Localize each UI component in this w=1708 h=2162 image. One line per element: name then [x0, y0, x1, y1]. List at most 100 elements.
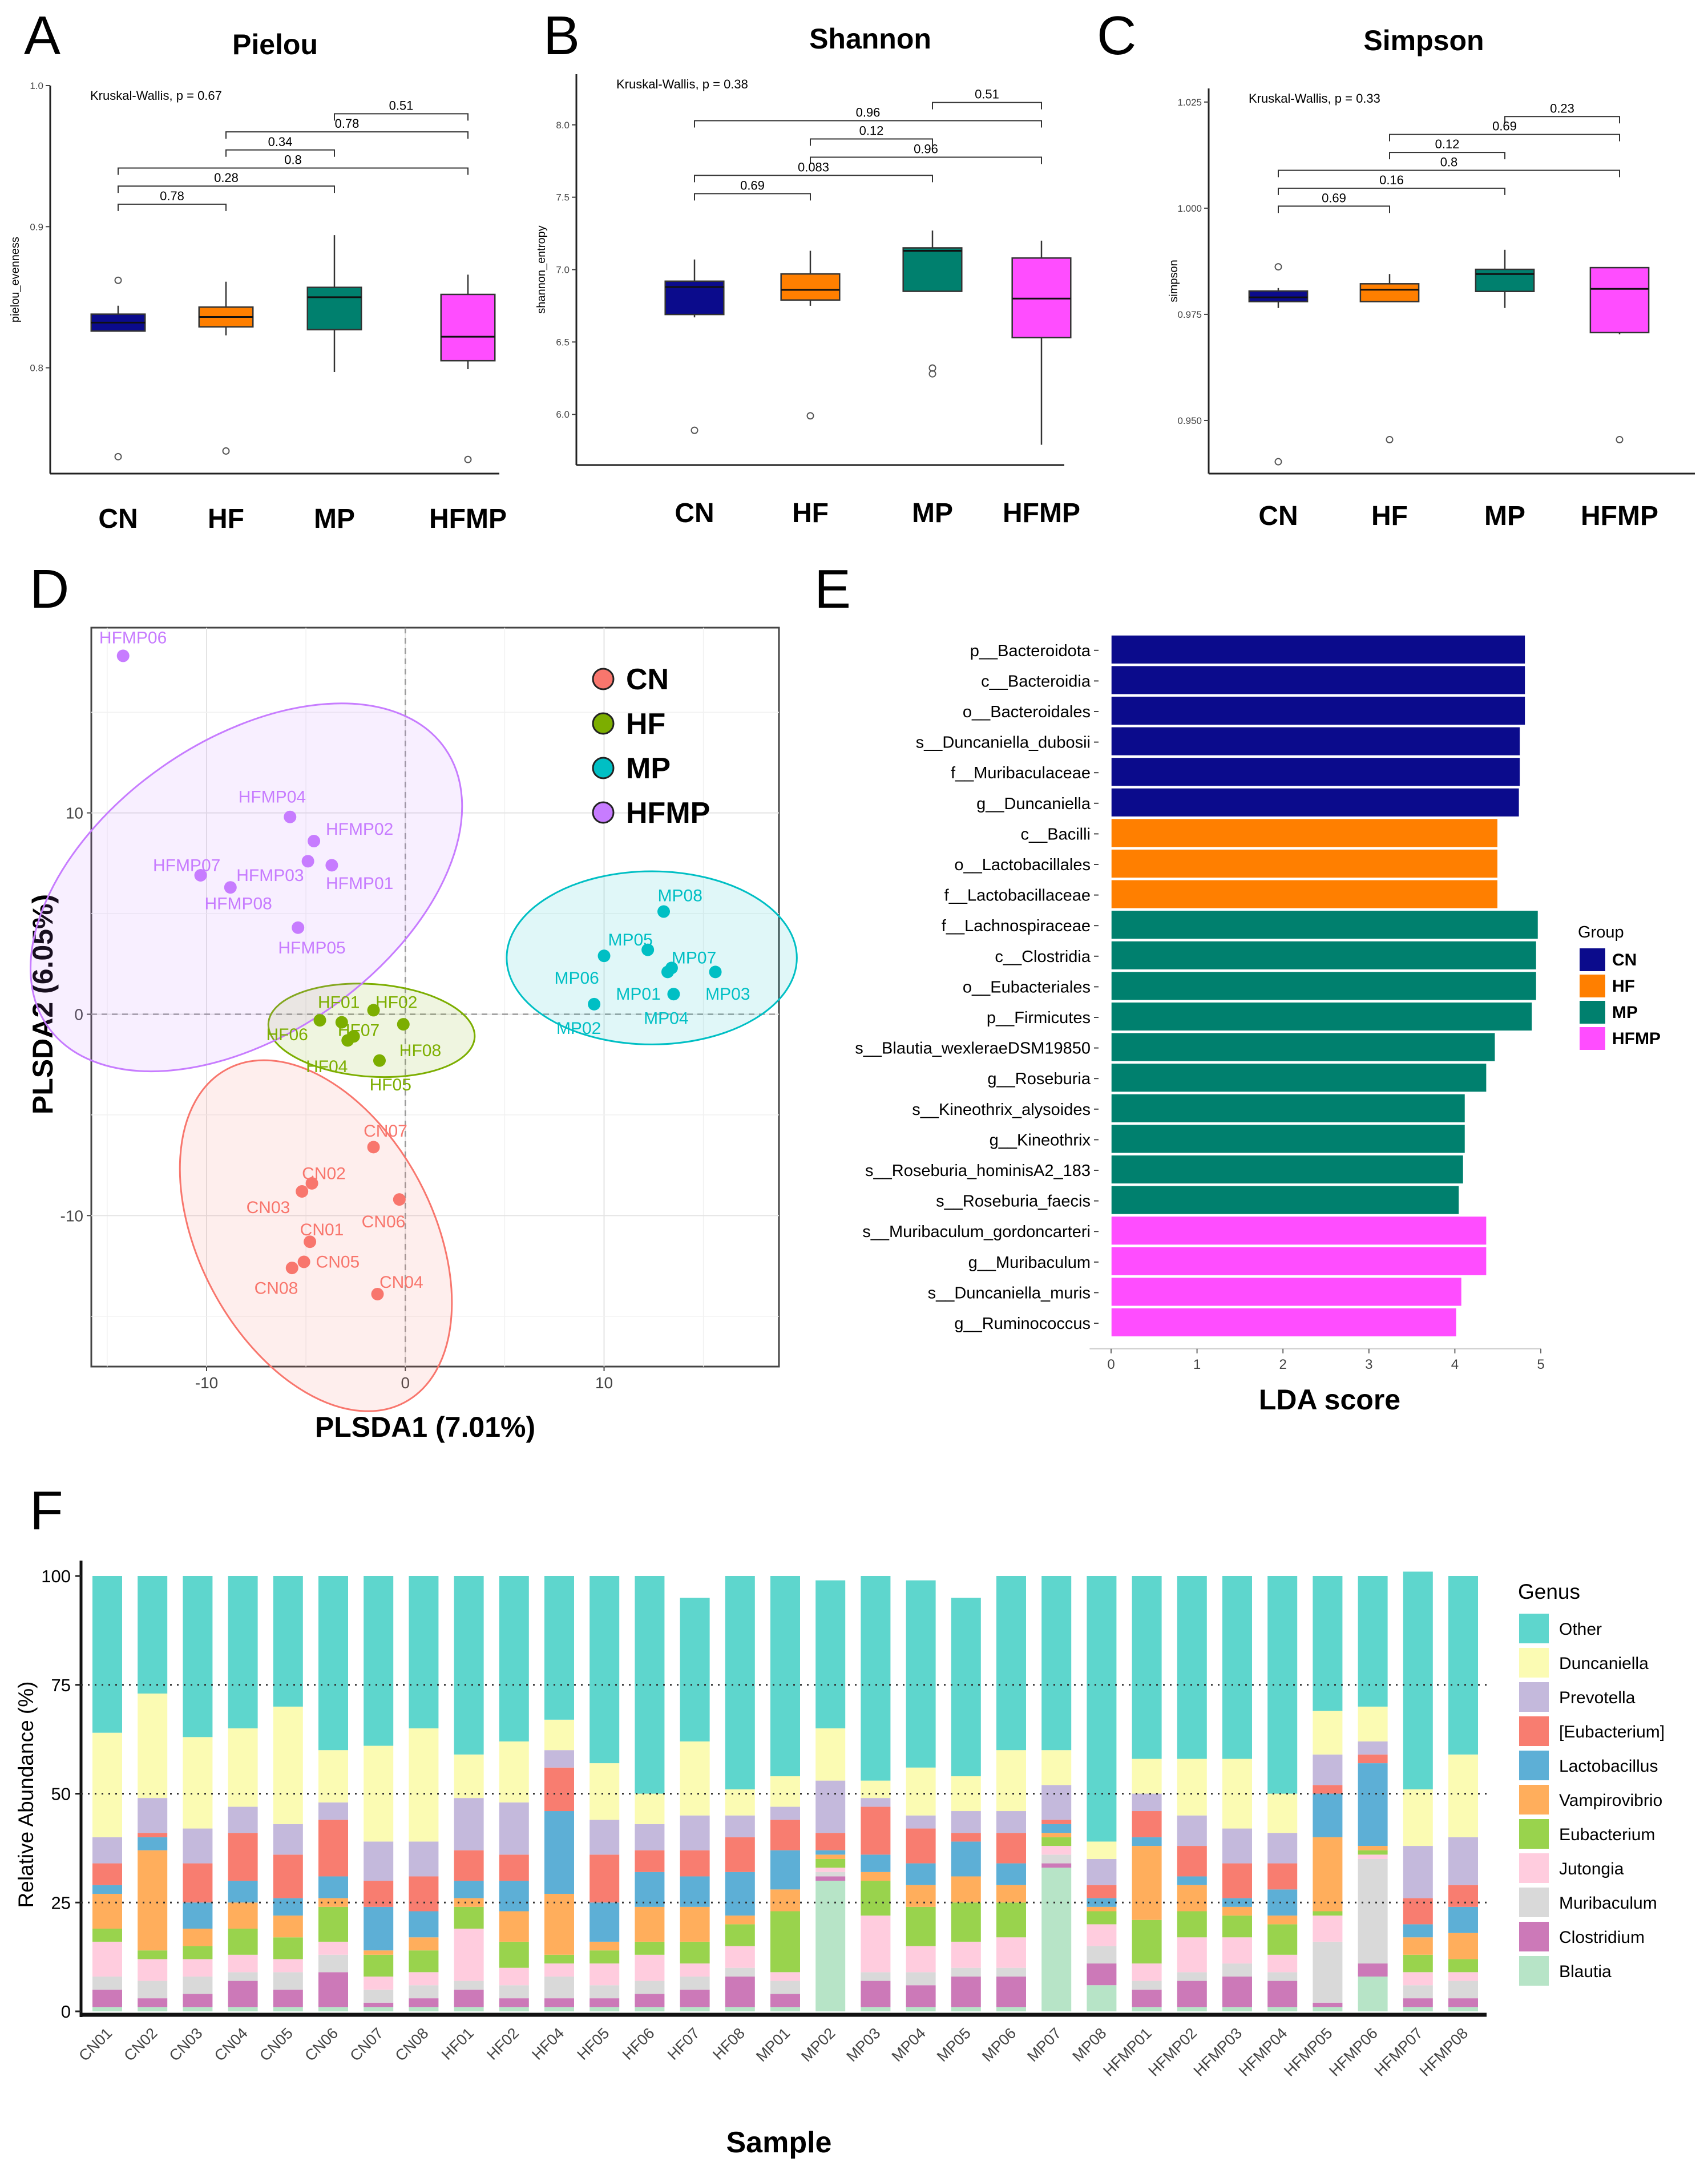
lda-bar-c-clostridia — [1111, 940, 1537, 971]
segment-jutongia-cn05 — [273, 1959, 303, 1973]
chart-title: Pielou — [232, 29, 318, 60]
segment-vampirovibrio-hf01 — [454, 1898, 484, 1907]
segment-lactobacillus-hf06 — [635, 1872, 665, 1907]
segment-vampirovibrio-hf08 — [725, 1916, 755, 1925]
comparison-p-value: 0.69 — [1322, 191, 1346, 205]
segment-eubacterium-mp07 — [1041, 1820, 1072, 1824]
segment-other-hfmp06 — [1358, 1576, 1388, 1707]
y-tick-label: 0 — [61, 2002, 71, 2022]
segment-other-hfmp01 — [1132, 1576, 1162, 1759]
sample-label-mp03: MP03 — [705, 985, 750, 1004]
segment-muribaculum-cn06 — [318, 1954, 348, 1973]
segment-lactobacillus-mp01 — [770, 1850, 800, 1890]
sample-point-mp06 — [597, 949, 611, 963]
segment-muribaculum-hf07 — [680, 1976, 710, 1990]
segment-prevotella-hfmp01 — [1132, 1793, 1162, 1812]
segment-prevotella-hfmp03 — [1222, 1828, 1252, 1864]
sample-point-hf02 — [367, 1004, 380, 1017]
lda-bar-f-lactobacillaceae — [1111, 879, 1499, 910]
segment-eubacterium-hf06 — [635, 1941, 665, 1955]
category-label-hf: HF — [792, 498, 829, 528]
outlier-point — [464, 455, 472, 463]
comparison-p-value: 0.12 — [1435, 137, 1460, 151]
segment-eubacterium-cn02 — [138, 1950, 168, 1959]
segment-eubacterium-cn06 — [318, 1820, 348, 1877]
segment-other-hfmp02 — [1177, 1576, 1207, 1759]
sample-point-hf04 — [341, 1034, 354, 1047]
segment-other-mp03 — [861, 1576, 891, 1781]
y-tick-label: 100 — [41, 1566, 71, 1586]
segment-other-hfmp04 — [1267, 1576, 1298, 1794]
lda-bar-g-muribaculum — [1111, 1246, 1487, 1276]
sample-label-hfmp08: HFMP08 — [205, 894, 272, 913]
segment-other-hfmp03 — [1222, 1576, 1252, 1759]
segment-clostridium-cn03 — [183, 1994, 213, 2007]
comparison-p-value: 0.8 — [284, 152, 302, 167]
segment-clostridium-hf05 — [589, 1998, 620, 2007]
outlier-point — [1274, 263, 1282, 271]
segment-clostridium-hfmp08 — [1448, 1998, 1478, 2007]
segment-lactobacillus-cn04 — [228, 1881, 258, 1903]
segment-muribaculum-mp04 — [906, 1972, 936, 1986]
lefse-lda-barchart: 0 1 2 3 4 5 LDA score p__Bacteroidota c__Bactero… — [855, 635, 1661, 1416]
segment-duncaniella-cn05 — [273, 1706, 303, 1824]
segment-duncaniella-hf06 — [635, 1793, 665, 1824]
legend-label-hfmp: HFMP — [626, 797, 710, 830]
segment-blautia-mp06 — [996, 2007, 1026, 2011]
sample-label-cn04: CN04 — [379, 1273, 423, 1292]
legend-label-muribaculum: Muribaculum — [1559, 1894, 1657, 1913]
segment-lactobacillus-hfmp04 — [1267, 1889, 1298, 1916]
segment-eubacterium-mp04 — [906, 1906, 936, 1946]
segment-prevotella-mp01 — [770, 1807, 800, 1820]
segment-eubacterium-hfmp04 — [1267, 1863, 1298, 1890]
segment-jutongia-hfmp01 — [1132, 1963, 1162, 1981]
taxon-label-s-blautia-wexleraedsm19850: s__Blautia_wexleraeDSM19850 — [855, 1040, 1091, 1058]
segment-clostridium-mp02 — [815, 1876, 846, 1881]
segment-other-cn03 — [183, 1576, 213, 1737]
segment-eubacterium-cn08 — [409, 1950, 439, 1973]
segment-lactobacillus-hfmp01 — [1132, 1837, 1162, 1846]
segment-jutongia-hfmp06 — [1358, 1854, 1388, 1859]
segment-blautia-hfmp03 — [1222, 2007, 1252, 2011]
segment-muribaculum-mp03 — [861, 1972, 891, 1981]
segment-prevotella-mp04 — [906, 1815, 936, 1829]
segment-duncaniella-cn07 — [364, 1745, 394, 1842]
segment-blautia-hfmp07 — [1403, 2007, 1433, 2011]
kruskal-wallis-label: Kruskal-Wallis, p = 0.67 — [90, 88, 222, 103]
comparison-bracket — [1278, 187, 1505, 195]
segment-jutongia-mp07 — [1041, 1846, 1072, 1855]
category-label-mp: MP — [1484, 501, 1525, 531]
legend-key-prevotella — [1519, 1682, 1549, 1712]
segment-other-cn08 — [409, 1576, 439, 1729]
taxon-label-o-eubacteriales: o__Eubacteriales — [963, 978, 1091, 996]
segment-eubacterium-cn06 — [318, 1906, 348, 1942]
segment-prevotella-mp07 — [1041, 1785, 1072, 1820]
sample-label-hfmp01: HFMP01 — [326, 874, 393, 893]
segment-eubacterium-cn07 — [364, 1881, 394, 1907]
segment-vampirovibrio-hfmp04 — [1267, 1916, 1298, 1925]
segment-eubacterium-cn01 — [92, 1929, 122, 1942]
confidence-ellipse-hf — [267, 983, 476, 1078]
y-axis-label: simpson — [1168, 260, 1180, 302]
segment-eubacterium-hf07 — [680, 1941, 710, 1964]
comparison-bracket — [118, 203, 227, 211]
legend-key-lactobacillus — [1519, 1751, 1549, 1780]
lda-bar-c-bacilli — [1111, 818, 1499, 848]
segment-duncaniella-hfmp06 — [1358, 1706, 1388, 1741]
y-tick-label: -10 — [60, 1207, 83, 1225]
segment-duncaniella-mp01 — [770, 1776, 800, 1807]
sample-label-hf02: HF02 — [375, 993, 417, 1012]
category-label-cn: CN — [1258, 501, 1298, 531]
box-mp — [306, 286, 362, 331]
lda-bar-c-bacteroidia — [1111, 665, 1526, 695]
legend-key-muribaculum — [1519, 1888, 1549, 1917]
segment-prevotella-hf02 — [499, 1802, 529, 1855]
segment-jutongia-mp02 — [815, 1868, 846, 1872]
taxon-label-g-roseburia: g__Roseburia — [987, 1070, 1091, 1088]
sample-label-mp06: MP06 — [554, 969, 599, 988]
segment-jutongia-mp04 — [906, 1946, 936, 1973]
sample-label-mp05: MP05 — [608, 931, 652, 949]
segment-vampirovibrio-cn06 — [318, 1898, 348, 1907]
segment-blautia-mp03 — [861, 2007, 891, 2011]
y-tick-label: 0.975 — [1177, 309, 1202, 320]
